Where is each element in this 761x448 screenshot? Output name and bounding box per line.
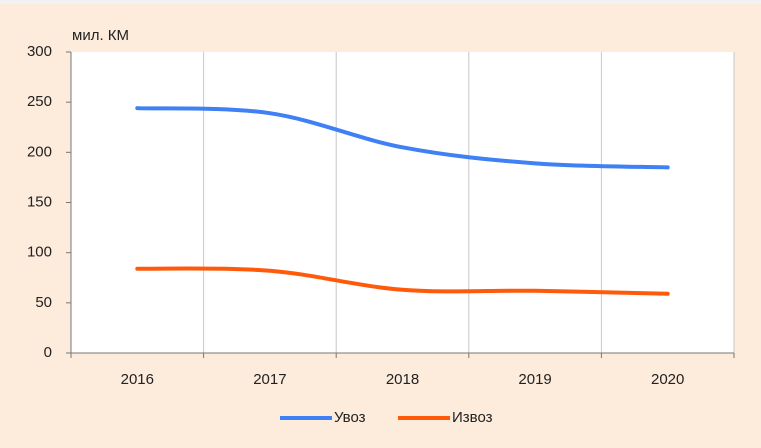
x-tick-label: 2020 [651, 371, 684, 388]
legend-label: Увоз [334, 409, 366, 426]
x-tick-label: 2017 [253, 371, 286, 388]
top-border [0, 0, 761, 4]
y-tick-label: 200 [27, 143, 52, 160]
x-tick-label: 2016 [121, 371, 154, 388]
x-tick-label: 2019 [518, 371, 551, 388]
x-tick-label: 2018 [386, 371, 419, 388]
y-tick-label: 150 [27, 193, 52, 210]
y-tick-label: 50 [35, 294, 52, 311]
series-line [135, 106, 670, 170]
y-axis-label: мил. КМ [72, 27, 129, 44]
plot-area [71, 52, 734, 353]
series-line [135, 266, 670, 296]
y-tick-label: 100 [27, 244, 52, 261]
y-tick-label: 300 [27, 43, 52, 60]
y-tick-label: 250 [27, 93, 52, 110]
y-tick-label: 0 [44, 344, 52, 361]
legend-label: Извоз [452, 409, 493, 426]
